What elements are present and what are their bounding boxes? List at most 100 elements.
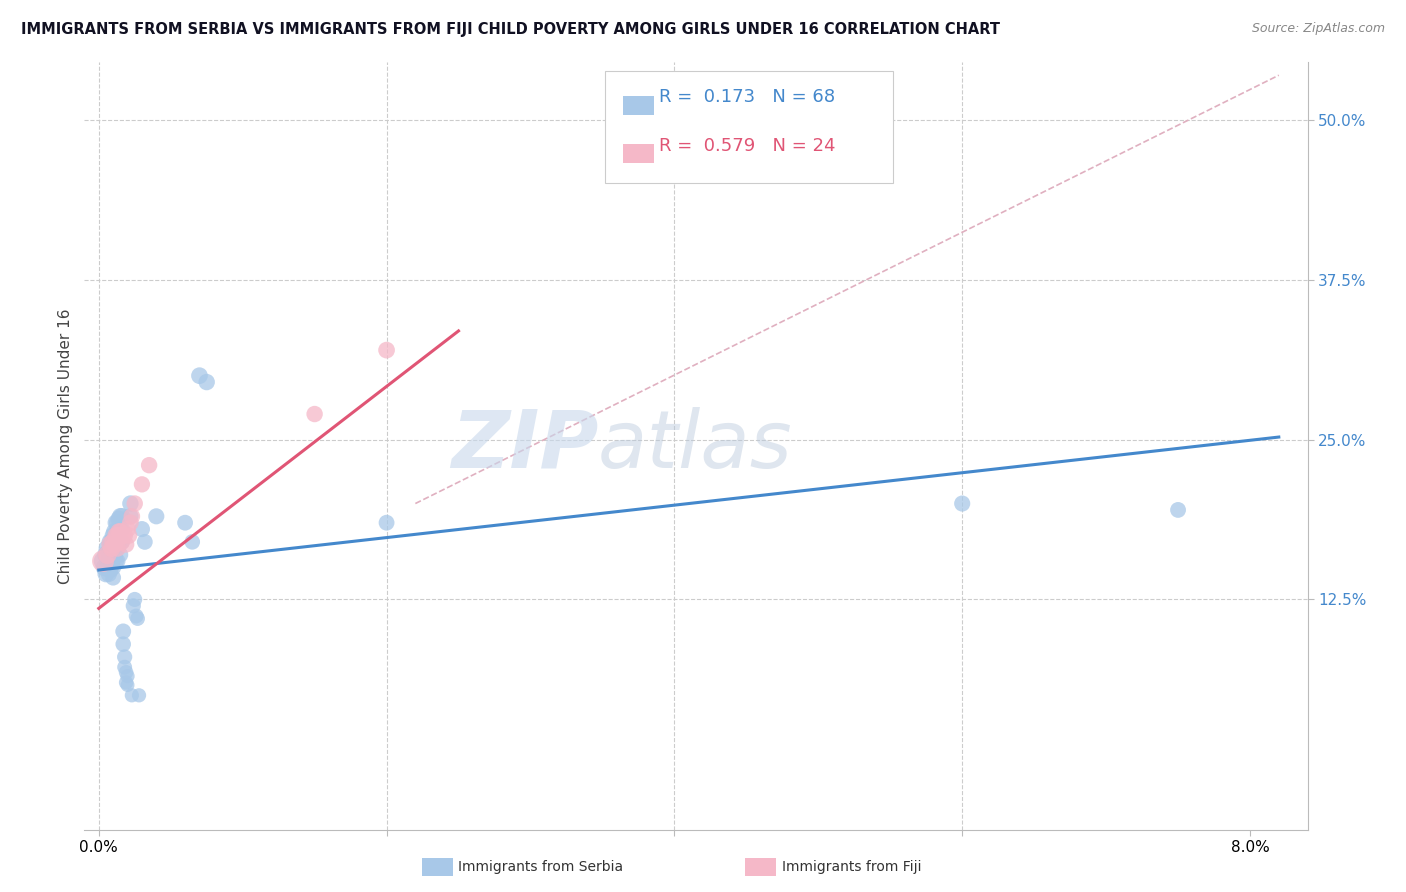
Point	[120, 496, 142, 510]
Point	[138, 458, 160, 473]
Point	[124, 592, 146, 607]
Point	[115, 675, 138, 690]
Point	[121, 689, 143, 703]
Point	[101, 571, 124, 585]
Point	[110, 534, 132, 549]
Point	[195, 375, 218, 389]
Point	[101, 560, 124, 574]
Point	[110, 548, 132, 562]
Text: R =  0.173   N = 68: R = 0.173 N = 68	[659, 88, 835, 106]
Point	[107, 528, 129, 542]
Point	[128, 689, 150, 703]
Point	[111, 522, 134, 536]
Point	[117, 522, 139, 536]
Point	[108, 524, 131, 539]
Point	[125, 609, 148, 624]
Point	[111, 509, 134, 524]
Point	[100, 541, 122, 556]
Point	[107, 554, 129, 568]
Point	[110, 524, 132, 539]
Point	[145, 509, 167, 524]
Text: R =  0.579   N = 24: R = 0.579 N = 24	[659, 136, 837, 154]
Point	[107, 541, 129, 556]
Point	[103, 524, 125, 539]
Point	[100, 534, 122, 549]
Point	[97, 566, 120, 581]
Point	[114, 649, 136, 664]
Point	[105, 516, 128, 530]
Text: ZIP: ZIP	[451, 407, 598, 485]
Point	[110, 509, 132, 524]
Point	[94, 548, 117, 562]
Point	[98, 541, 121, 556]
Point	[101, 534, 124, 549]
Point	[121, 509, 143, 524]
Text: Immigrants from Serbia: Immigrants from Serbia	[458, 860, 623, 874]
Point	[131, 477, 153, 491]
Point	[117, 669, 139, 683]
Point	[105, 554, 128, 568]
Point	[112, 637, 135, 651]
Point	[110, 522, 132, 536]
Point	[100, 558, 122, 572]
Point	[97, 554, 120, 568]
Text: atlas: atlas	[598, 407, 793, 485]
Point	[375, 343, 398, 357]
Point	[105, 528, 128, 542]
Point	[950, 496, 973, 510]
Point	[105, 528, 128, 542]
Point	[107, 528, 129, 542]
Point	[114, 660, 136, 674]
Point	[98, 554, 121, 568]
Y-axis label: Child Poverty Among Girls Under 16: Child Poverty Among Girls Under 16	[58, 309, 73, 583]
Point	[127, 612, 149, 626]
Point	[94, 566, 117, 581]
Point	[98, 537, 121, 551]
Point	[93, 560, 115, 574]
Point	[91, 554, 114, 568]
Point	[122, 599, 145, 613]
Point	[96, 548, 118, 562]
Point	[115, 665, 138, 680]
Point	[188, 368, 211, 383]
Point	[1167, 503, 1189, 517]
Point	[115, 537, 138, 551]
Point	[111, 534, 134, 549]
Point	[108, 512, 131, 526]
Point	[91, 554, 114, 568]
Point	[174, 516, 197, 530]
Point	[112, 528, 135, 542]
Text: IMMIGRANTS FROM SERBIA VS IMMIGRANTS FROM FIJI CHILD POVERTY AMONG GIRLS UNDER 1: IMMIGRANTS FROM SERBIA VS IMMIGRANTS FRO…	[21, 22, 1000, 37]
Point	[131, 522, 153, 536]
Point	[96, 541, 118, 556]
Point	[120, 509, 142, 524]
Point	[375, 516, 398, 530]
Point	[101, 528, 124, 542]
Point	[111, 534, 134, 549]
Point	[304, 407, 326, 421]
Point	[112, 624, 135, 639]
Point	[101, 548, 124, 562]
Point	[120, 516, 142, 530]
Text: Immigrants from Fiji: Immigrants from Fiji	[782, 860, 921, 874]
Point	[103, 550, 125, 565]
Point	[103, 537, 125, 551]
Point	[100, 548, 122, 562]
Point	[114, 528, 136, 542]
Point	[107, 516, 129, 530]
Point	[107, 541, 129, 556]
Point	[108, 537, 131, 551]
Point	[96, 560, 118, 574]
Text: Source: ZipAtlas.com: Source: ZipAtlas.com	[1251, 22, 1385, 36]
Point	[103, 537, 125, 551]
Point	[181, 534, 204, 549]
Point	[101, 537, 124, 551]
Point	[108, 524, 131, 539]
Point	[118, 528, 141, 542]
Point	[124, 496, 146, 510]
Point	[98, 534, 121, 549]
Point	[97, 548, 120, 562]
Point	[134, 534, 156, 549]
Point	[117, 678, 139, 692]
Point	[105, 541, 128, 556]
